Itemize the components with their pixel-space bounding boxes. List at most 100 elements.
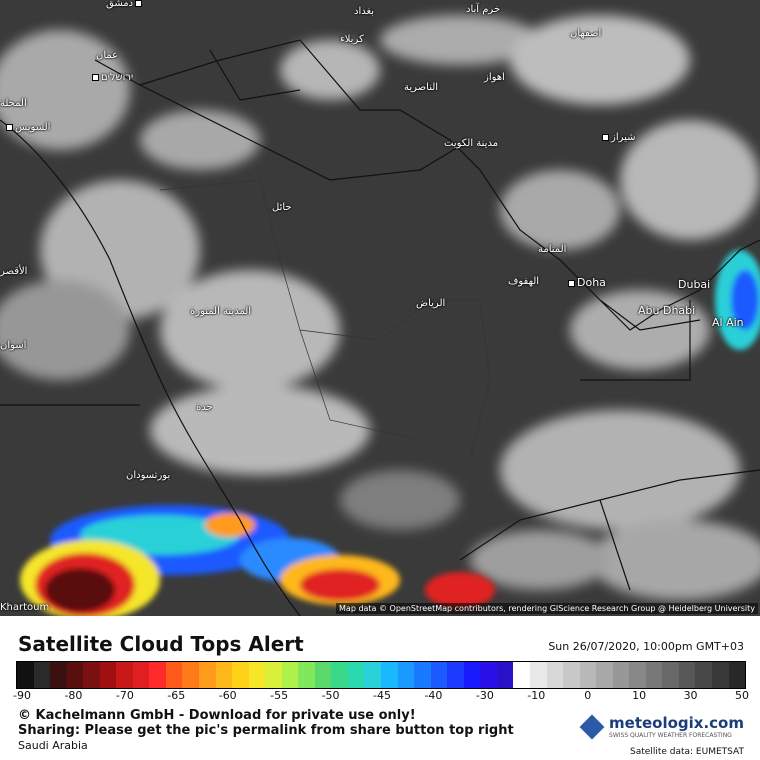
city-label: الناصرية (404, 82, 439, 93)
city-label: شیراز (600, 132, 636, 143)
scale-tick-label: 30 (683, 689, 698, 702)
scale-swatch (364, 662, 382, 688)
scale-swatch (579, 662, 597, 688)
scale-tick-label: -45 (373, 689, 391, 702)
city-label: اهواز (484, 72, 505, 83)
city-label: Khartoum (0, 602, 50, 613)
borders (0, 39, 760, 616)
city-label: Doha (566, 276, 606, 289)
scale-swatch (199, 662, 216, 688)
scale-tick-label: -10 (527, 689, 546, 702)
logo-name: meteologix.com (609, 714, 744, 732)
city-label: السويس (4, 122, 50, 133)
scale-swatch (678, 662, 696, 688)
scale-swatch (711, 662, 729, 688)
scale-swatch (331, 662, 348, 688)
scale-swatch (695, 662, 712, 688)
scale-swatch (563, 662, 580, 688)
scale-tick-label: 0 (584, 689, 592, 702)
meteologix-logo[interactable]: meteologix.com SWISS QUALITY WEATHER FOR… (579, 714, 744, 739)
scale-swatch (281, 662, 299, 688)
scale-swatch (50, 662, 67, 688)
scale-swatch (132, 662, 150, 688)
city-label: عمان (96, 50, 119, 61)
scale-swatch (496, 662, 514, 688)
scale-swatch (314, 662, 332, 688)
scale-swatch (33, 662, 51, 688)
logo-tagline: SWISS QUALITY WEATHER FORECASTING (609, 732, 732, 739)
city-label: ירושלים (90, 72, 133, 83)
scale-swatch (430, 662, 448, 688)
region-label: Saudi Arabia (18, 739, 88, 752)
satellite-map: دمشق بغداد خرم آباد کربلاء اصفهان عمان י… (0, 0, 760, 616)
logo-cube-icon (579, 714, 605, 739)
scale-tick-label: -80 (64, 689, 83, 702)
city-label: بورتسودان (126, 470, 171, 481)
scale-tick-label: 50 (735, 689, 749, 702)
scale-swatch (612, 662, 630, 688)
city-label: مدينة الكويت (444, 138, 499, 149)
scale-swatch (381, 662, 398, 688)
copyright-notice: © Kachelmann GmbH - Download for private… (18, 708, 416, 723)
scale-swatch (232, 662, 249, 688)
scale-swatch (447, 662, 464, 688)
scale-swatch (347, 662, 365, 688)
city-label: Abu Dhabi (638, 304, 696, 317)
scale-swatch (596, 662, 613, 688)
city-label: حائل (272, 202, 292, 213)
scale-swatch (546, 662, 564, 688)
scale-swatch (513, 662, 530, 688)
timestamp: Sun 26/07/2020, 10:00pm GMT+03 (548, 640, 744, 653)
color-scale (16, 661, 746, 689)
map-attribution[interactable]: Map data © OpenStreetMap contributors, r… (336, 603, 758, 614)
city-label: خرم آباد (466, 4, 501, 15)
scale-swatch (165, 662, 183, 688)
city-label: اصفهان (570, 28, 602, 39)
scale-tick-label: -40 (424, 689, 443, 702)
sharing-notice: Sharing: Please get the pic's permalink … (18, 723, 514, 738)
scale-swatch (529, 662, 547, 688)
scale-swatch (397, 662, 415, 688)
scale-tick-label: -30 (475, 689, 494, 702)
scale-swatch (66, 662, 84, 688)
scale-swatch (149, 662, 166, 688)
scale-swatch (265, 662, 282, 688)
city-label: Al Ain (712, 316, 744, 329)
scale-swatch (414, 662, 431, 688)
scale-swatch (629, 662, 646, 688)
scale-swatch (662, 662, 679, 688)
city-label: المدينة المنورة (190, 306, 252, 317)
city-label: دمشق (106, 0, 144, 9)
scale-swatch (215, 662, 233, 688)
city-label: اسوان (0, 340, 27, 351)
scale-tick-label: -55 (270, 689, 289, 702)
scale-swatch (480, 662, 497, 688)
scale-swatch (463, 662, 481, 688)
scale-swatch (645, 662, 663, 688)
scale-swatch (248, 662, 266, 688)
city-label: جدة (196, 402, 213, 413)
scale-swatch (298, 662, 315, 688)
scale-swatch (83, 662, 100, 688)
scale-tick-labels: -90 -80 -70 -65 -60 -55 -50 -45 -40 -30 -10 0 10 30 50 (0, 689, 760, 703)
scale-swatch (17, 662, 34, 688)
internal-borders (159, 179, 491, 461)
scale-swatch (116, 662, 133, 688)
scale-tick-label: -50 (321, 689, 340, 702)
city-label: کربلاء (340, 34, 364, 45)
city-label: الأقصر (0, 266, 28, 277)
scale-tick-label: 10 (632, 689, 647, 702)
city-label: الرياض (416, 298, 446, 309)
scale-tick-label: -90 (13, 689, 31, 702)
scale-swatch (728, 662, 746, 688)
city-label: Dubai (678, 278, 711, 291)
satellite-imagery (0, 15, 760, 616)
convective-clouds (20, 250, 760, 616)
page-title: Satellite Cloud Tops Alert (18, 632, 304, 656)
city-label: الهفوف (508, 276, 540, 287)
city-label: بغداد (354, 6, 375, 17)
scale-tick-label: -65 (167, 689, 186, 702)
legend-panel: Satellite Cloud Tops Alert Sun 26/07/202… (0, 616, 760, 760)
scale-tick-label: -70 (115, 689, 134, 702)
scale-swatch (99, 662, 117, 688)
